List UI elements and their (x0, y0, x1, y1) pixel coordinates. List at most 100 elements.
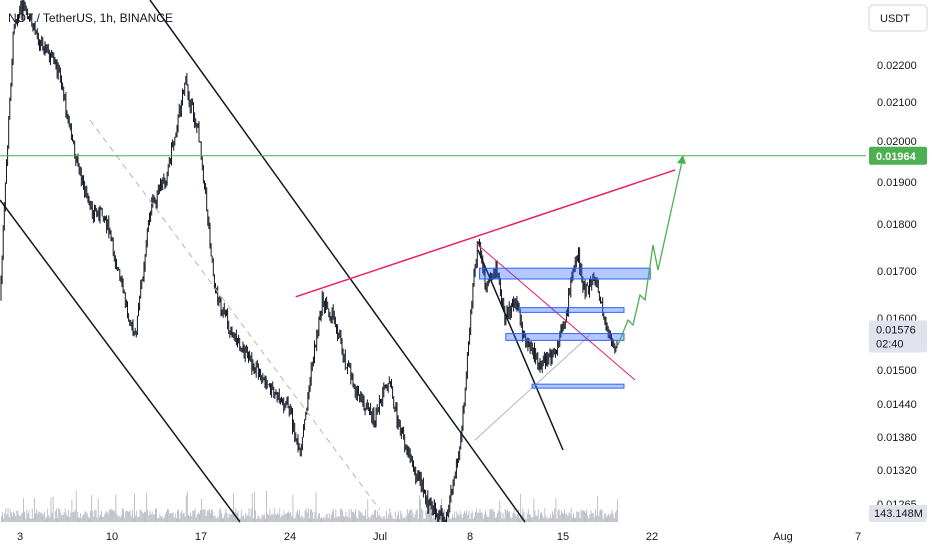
volume-bar (219, 508, 221, 522)
volume-bar (459, 510, 461, 522)
currency-button[interactable]: USDT (868, 4, 928, 32)
volume-bar (485, 510, 486, 522)
volume-bar (170, 513, 172, 522)
volume-bar (2, 512, 3, 522)
volume-bar (81, 518, 83, 522)
volume-bar (304, 510, 306, 522)
volume-bar (263, 514, 265, 522)
volume-bar (223, 517, 225, 522)
volume-bar (575, 517, 577, 522)
volume-bar (410, 509, 412, 522)
volume-bar (353, 511, 354, 522)
volume-bar (122, 508, 123, 522)
volume-bar (283, 510, 285, 522)
zone-box-3 (505, 333, 625, 341)
volume-bar (581, 511, 583, 522)
currency-button-label[interactable]: USDT (880, 13, 910, 25)
volume-bar (7, 508, 9, 522)
volume-bar (13, 511, 14, 522)
volume-bar (93, 516, 95, 522)
volume-bar (372, 514, 374, 522)
volume-bar (510, 517, 512, 522)
volume-bar (455, 517, 457, 522)
y-tick-label: 0.01900 (877, 177, 917, 189)
x-tick-label: 7 (855, 531, 861, 543)
volume-bar (411, 508, 413, 522)
volume-bar (225, 508, 227, 522)
volume-bar (346, 515, 348, 522)
volume-bar (35, 513, 36, 522)
volume-bar (535, 515, 537, 522)
y-tick-label: 0.01500 (877, 365, 917, 377)
volume-bar (188, 515, 189, 522)
volume-bar (589, 514, 591, 522)
volume-bar (8, 517, 10, 522)
y-tick-label: 0.01800 (877, 219, 917, 231)
volume-bar (80, 513, 82, 522)
volume-bar (49, 517, 51, 522)
volume-bar (382, 516, 384, 522)
volume-bar (468, 511, 470, 522)
volume-bar (265, 518, 266, 522)
volume-bar (24, 511, 25, 522)
volume-bar (268, 514, 270, 522)
volume-bar (425, 510, 427, 522)
volume-bar (598, 515, 600, 522)
volume-bar (202, 510, 204, 522)
volume-bar (147, 509, 149, 522)
volume-bar (175, 517, 177, 522)
volume-bar (472, 518, 474, 522)
volume-bar (422, 509, 424, 522)
volume-bar (16, 510, 18, 522)
volume-bar (376, 517, 377, 522)
volume-bar (171, 513, 173, 522)
volume-bar (261, 515, 263, 522)
volume-bar (160, 516, 162, 522)
volume-bar (216, 518, 218, 522)
volume-bar (564, 509, 566, 522)
volume-bar (274, 513, 276, 522)
volume-bar (614, 512, 616, 522)
x-tick-label: 22 (646, 531, 658, 543)
volume-bar (345, 511, 347, 522)
volume-bar (332, 511, 333, 522)
volume-bar (259, 518, 261, 522)
volume-bar (155, 508, 156, 522)
volume-bar (380, 516, 382, 522)
volume-bar (350, 509, 352, 522)
volume-bar (150, 514, 152, 522)
volume-bar (522, 508, 524, 522)
volume-bar (582, 510, 584, 522)
volume-bar (491, 508, 493, 522)
volume-bar (296, 509, 298, 522)
local-channel-line (477, 249, 564, 451)
volume-bar (339, 508, 341, 522)
volume-bar (424, 518, 426, 522)
last-price-label-bg (869, 320, 927, 353)
volume-bar (527, 509, 529, 522)
volume-bar (337, 516, 339, 522)
volume-bar (291, 516, 293, 522)
volume-bar (163, 517, 165, 522)
volume-bar (531, 517, 533, 522)
volume-bar (37, 514, 39, 522)
volume-bar (124, 517, 126, 522)
volume-bar (281, 514, 283, 522)
currency-button-box[interactable] (868, 4, 928, 32)
volume-bar (67, 516, 68, 522)
volume-bar (258, 515, 260, 522)
x-tick-label: Aug (773, 531, 793, 543)
volume-bar (69, 517, 71, 522)
volume-bar (279, 508, 281, 522)
volume-bar (57, 518, 58, 522)
volume-bar (475, 511, 476, 522)
volume-bar (597, 495, 599, 522)
volume-bar (360, 512, 362, 522)
volume-bar (300, 517, 302, 522)
volume-bar (113, 511, 115, 522)
volume-bar (612, 513, 614, 522)
volume-bar (186, 491, 188, 522)
volume-bar (96, 518, 98, 522)
volume-label-bg (869, 505, 927, 522)
